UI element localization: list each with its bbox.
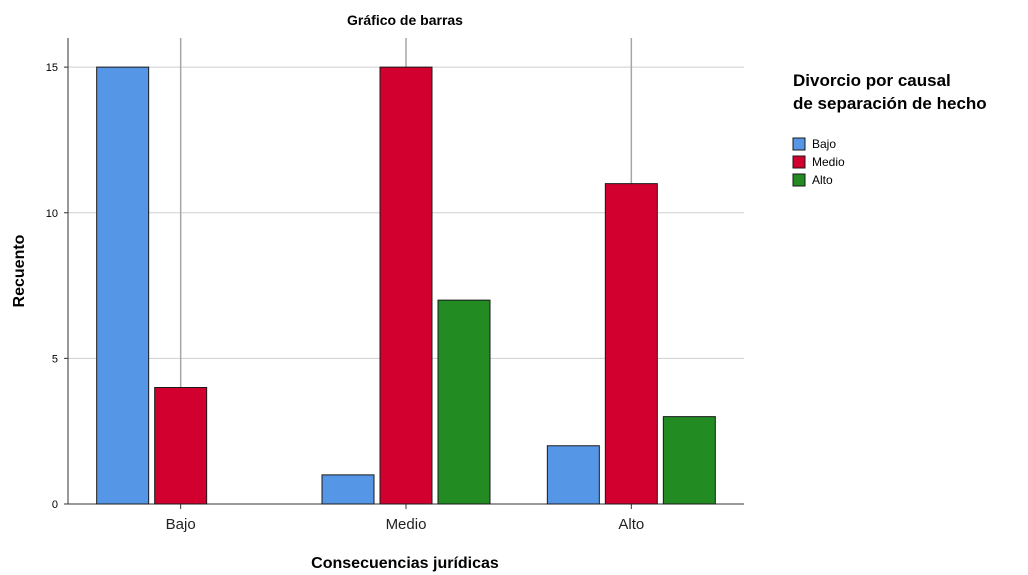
x-tick-label: Bajo (166, 516, 196, 533)
x-tick-labels: Bajo Medio Alto (166, 516, 645, 533)
y-tick-label: 10 (46, 208, 58, 220)
bar-bajo-medio (154, 387, 208, 505)
x-tick-label: Alto (618, 516, 644, 533)
bars (96, 66, 716, 505)
y-tick-label: 5 (52, 353, 58, 365)
bar-medio-alto (437, 299, 491, 505)
x-tick-label: Medio (386, 516, 427, 533)
bar-medio-medio (379, 66, 433, 505)
legend-title-line-2: de separación de hecho (793, 94, 987, 113)
y-tick-label: 15 (46, 62, 58, 74)
bar-alto-medio (604, 183, 658, 505)
bar-alto-alto (662, 416, 716, 505)
legend-items: Bajo Medio Alto (792, 137, 845, 187)
y-axis-title: Recuento (11, 234, 28, 307)
legend-title-line-1: Divorcio por causal (793, 71, 951, 90)
chart-title: Gráfico de barras (347, 12, 463, 28)
legend-label-medio: Medio (812, 155, 845, 169)
bar-medio-bajo (321, 474, 375, 505)
legend-swatch-medio (792, 155, 806, 169)
x-axis-title: Consecuencias jurídicas (311, 555, 499, 572)
legend-label-bajo: Bajo (812, 137, 836, 151)
bar-bajo-bajo (96, 66, 150, 505)
legend-label-alto: Alto (812, 173, 833, 187)
legend: Divorcio por causal de separación de hec… (792, 71, 987, 187)
bar-alto-bajo (546, 445, 600, 505)
legend-swatch-alto (792, 173, 806, 187)
y-tick-label: 0 (52, 499, 58, 511)
y-tick-labels: 0 5 10 15 (46, 62, 58, 511)
legend-swatch-bajo (792, 137, 806, 151)
